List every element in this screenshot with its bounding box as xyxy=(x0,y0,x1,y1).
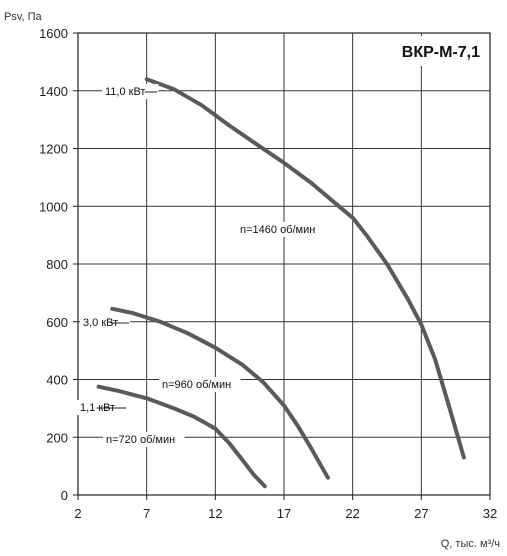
speed-label-1460-bg xyxy=(237,222,325,237)
curve-n1460 xyxy=(144,77,466,460)
y-tick-label: 1400 xyxy=(39,84,68,99)
y-tick-label: 400 xyxy=(46,373,68,388)
curve-layer xyxy=(96,77,466,489)
x-tick-label: 27 xyxy=(414,506,428,521)
x-tick-label: 2 xyxy=(74,506,81,521)
speed-label-960: n=960 об/мин xyxy=(162,379,231,391)
speed-label-1460: n=1460 об/мин xyxy=(240,224,315,236)
chart-title: ВКР-М-7,1 xyxy=(402,44,480,61)
x-tick-label: 32 xyxy=(483,506,497,521)
speed-label-720: n=720 об/мин xyxy=(106,434,175,446)
curve-n720 xyxy=(96,384,267,489)
x-tick-label: 7 xyxy=(143,506,150,521)
power-label-3kw: 3,0 кВт xyxy=(83,317,118,329)
y-tick-label: 600 xyxy=(46,315,68,330)
y-axis-label: Psv, Па xyxy=(4,11,43,23)
tick-layer: 2 7 12 17 22 27 320200400600800100012001400160… xyxy=(39,26,497,521)
title-box xyxy=(386,36,485,66)
y-tick-label: 0 xyxy=(61,488,68,503)
power-label-11kw-bg xyxy=(102,84,159,99)
x-tick-label: 12 xyxy=(208,506,222,521)
y-tick-label: 1000 xyxy=(39,199,68,214)
y-tick-label: 200 xyxy=(46,430,68,445)
power-label-11kw: 11,0 кВт xyxy=(105,86,145,98)
y-tick-label: 800 xyxy=(46,257,68,272)
x-axis-label: Q, тыс. м³/ч xyxy=(441,538,500,550)
x-tick-label: 17 xyxy=(277,506,291,521)
x-tick-label: 22 xyxy=(345,506,359,521)
y-tick-label: 1200 xyxy=(39,142,68,157)
grid-layer xyxy=(78,33,490,495)
curve-n960 xyxy=(110,306,330,480)
power-label-3kw-bg xyxy=(80,315,131,330)
y-tick-label: 1600 xyxy=(39,26,68,41)
speed-label-720-bg xyxy=(103,432,185,447)
speed-label-960-bg xyxy=(159,377,241,392)
